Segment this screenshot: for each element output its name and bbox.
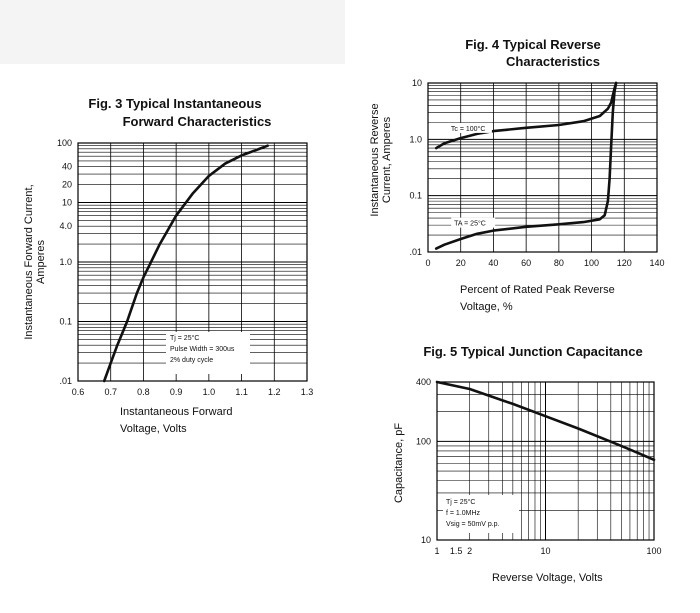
y-axis-label-group: Instantaneous Forward Current, Amperes <box>23 184 47 339</box>
x-tick-label: 100 <box>584 258 599 268</box>
plot-frame <box>77 142 308 382</box>
x-tick-label: 0 <box>425 258 430 268</box>
chart-title: Fig. 5 Typical Junction Capacitance <box>423 344 642 359</box>
chart-title: Fig. 3 Typical Instantaneous <box>88 96 261 111</box>
x-tick-label: 20 <box>456 258 466 268</box>
y-tick-label: 400 <box>416 377 431 387</box>
y-tick-label: 10 <box>62 198 72 208</box>
x-axis-label: Percent of Rated Peak Reverse <box>460 284 615 296</box>
chart-fig-4: 0 20 40 60 80 100 120 140 .01 0.1 1.0 10 Fig. 4 Typi… <box>369 37 665 313</box>
y-tick-label: 10 <box>421 535 431 545</box>
y-axis-label: Instantaneous Reverse <box>369 103 381 216</box>
x-tick-label: 1 <box>434 546 439 556</box>
annotation-box <box>166 332 250 374</box>
annotation-box <box>443 495 519 533</box>
x-tick-label: 1.2 <box>268 387 281 397</box>
y-tick-label: 0.1 <box>59 317 72 327</box>
x-tick-label: 0.8 <box>137 387 150 397</box>
y-tick-label: 1.0 <box>59 257 72 267</box>
x-tick-label: 40 <box>488 258 498 268</box>
annotation-text: 2% duty cycle <box>170 357 213 364</box>
y-tick-label: .01 <box>409 247 422 257</box>
x-tick-label: 60 <box>521 258 531 268</box>
x-tick-label: 80 <box>554 258 564 268</box>
x-axis-label: Voltage, % <box>460 301 513 313</box>
y-tick-label: .01 <box>59 376 72 386</box>
y-tick-label: 4.0 <box>59 221 72 231</box>
chart-title: Forward Characteristics <box>123 114 272 129</box>
y-tick-label: 40 <box>62 162 72 172</box>
y-tick-label: 100 <box>416 436 431 446</box>
annotation-text: Tj = 25°C <box>170 334 199 342</box>
x-tick-label: 10 <box>540 546 550 556</box>
series-label: TA = 25°C <box>454 220 486 228</box>
series-label: Tc = 100°C <box>451 125 486 133</box>
x-tick-label: 1.1 <box>235 387 248 397</box>
y-tick-label: 1.0 <box>409 134 422 144</box>
x-tick-label: 1.0 <box>203 387 216 397</box>
data-series-curve <box>435 380 656 462</box>
chart-fig-5: 1 1.5 2 10 100 10 100 400 Fig. 5 Typical Junctio… <box>393 344 662 584</box>
y-tick-label: 20 <box>62 180 72 190</box>
x-tick-label: 1.3 <box>301 387 314 397</box>
y-axis-label: Instantaneous Forward Current, <box>23 184 35 339</box>
y-tick-label: 10 <box>412 78 422 88</box>
y-axis-label: Current, Amperes <box>381 116 393 203</box>
annotation-text: Vsig = 50mV p.p. <box>446 521 500 528</box>
x-tick-label: 1.5 <box>450 546 463 556</box>
annotation-text: Tj = 25°C <box>446 498 475 506</box>
data-series-curve <box>434 81 618 150</box>
annotation-text: f = 1.0MHz <box>446 510 481 517</box>
header-band <box>0 0 345 64</box>
series-label-bg <box>451 217 496 228</box>
y-tick-label: 100 <box>57 138 72 148</box>
x-tick-label: 0.6 <box>72 387 85 397</box>
x-tick-label: 0.9 <box>170 387 183 397</box>
x-tick-label: 0.7 <box>104 387 117 397</box>
x-tick-label: 120 <box>617 258 632 268</box>
data-series-curve <box>434 81 618 250</box>
y-axis-label-group: Instantaneous Reverse Current, Amperes <box>369 103 393 216</box>
chart-title: Fig. 4 Typical Reverse <box>465 37 601 52</box>
plot-frame <box>427 82 658 253</box>
x-tick-label: 140 <box>649 258 664 268</box>
x-axis-label: Instantaneous Forward <box>120 406 233 418</box>
x-axis-label: Reverse Voltage, Volts <box>492 572 603 584</box>
y-tick-label: 0.1 <box>409 191 422 201</box>
y-axis-label: Capacitance, pF <box>393 423 405 503</box>
series-label-bg <box>447 122 492 133</box>
data-series-curve <box>102 144 269 383</box>
y-axis-label-group: Capacitance, pF <box>393 423 405 503</box>
x-axis-label: Voltage, Volts <box>120 423 187 435</box>
annotation-text: Pulse Width = 300us <box>170 346 235 353</box>
chart-title: Characteristics <box>506 54 600 69</box>
chart-fig-3: 0.6 0.7 0.8 0.9 1.0 1.1 1.2 1.3 .01 0.1 1.0 4.0 10 20… <box>23 96 313 435</box>
x-tick-label: 2 <box>467 546 472 556</box>
x-tick-label: 100 <box>646 546 661 556</box>
y-axis-label: Amperes <box>35 239 47 284</box>
